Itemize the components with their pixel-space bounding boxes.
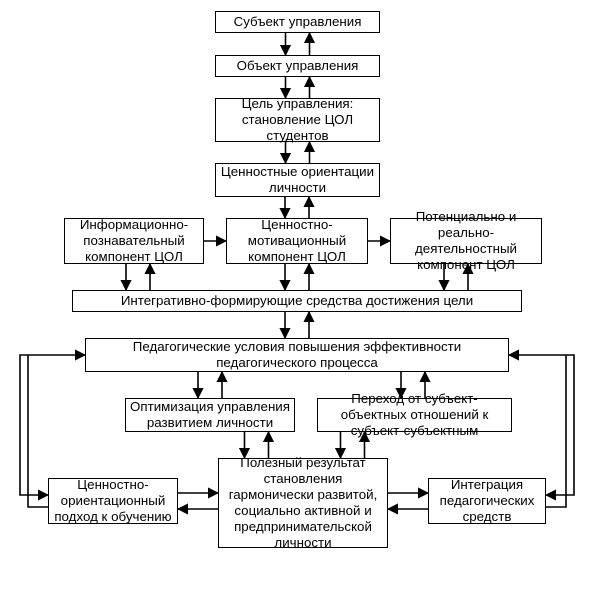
node-label: Ценностно-ориентационный подход к обучен… — [53, 477, 173, 525]
node-n4: Ценностные ориентации личности — [215, 163, 380, 197]
node-n9: Педагогические условия повышения эффекти… — [85, 338, 509, 372]
node-label: Цель управления: становление ЦОЛ студент… — [220, 96, 375, 144]
node-label: Объект управления — [237, 58, 359, 74]
node-label: Интегративно-формирующие средства достиж… — [121, 293, 473, 309]
node-label: Субъект управления — [234, 14, 362, 30]
node-n6: Ценностно-мотивационный компонент ЦОЛ — [226, 218, 368, 264]
node-label: Информационно-познавательный компонент Ц… — [69, 217, 199, 265]
node-label: Интеграция педагогических средств — [433, 477, 541, 525]
node-n7: Потенциально и реально-деятельностный ко… — [390, 218, 542, 264]
node-n12: Ценностно-ориентационный подход к обучен… — [48, 478, 178, 524]
node-label: Педагогические условия повышения эффекти… — [90, 339, 504, 371]
node-label: Полезный результат становления гармониче… — [223, 455, 383, 551]
node-n13: Полезный результат становления гармониче… — [218, 458, 388, 548]
node-n11: Переход от субъект-объектных отношений к… — [317, 398, 512, 432]
diagram-canvas: Субъект управления Объект управления Цель … — [0, 0, 593, 606]
node-label: Оптимизация управления развитием личност… — [130, 399, 290, 431]
node-label: Ценностные ориентации личности — [220, 164, 375, 196]
node-label: Переход от субъект-объектных отношений к… — [322, 391, 507, 439]
node-n2: Объект управления — [215, 55, 380, 77]
node-label: Ценностно-мотивационный компонент ЦОЛ — [231, 217, 363, 265]
node-n5: Информационно-познавательный компонент Ц… — [64, 218, 204, 264]
node-n10: Оптимизация управления развитием личност… — [125, 398, 295, 432]
node-label: Потенциально и реально-деятельностный ко… — [395, 209, 537, 273]
node-n8: Интегративно-формирующие средства достиж… — [72, 290, 522, 312]
node-n3: Цель управления: становление ЦОЛ студент… — [215, 98, 380, 142]
node-n14: Интеграция педагогических средств — [428, 478, 546, 524]
node-n1: Субъект управления — [215, 11, 380, 33]
